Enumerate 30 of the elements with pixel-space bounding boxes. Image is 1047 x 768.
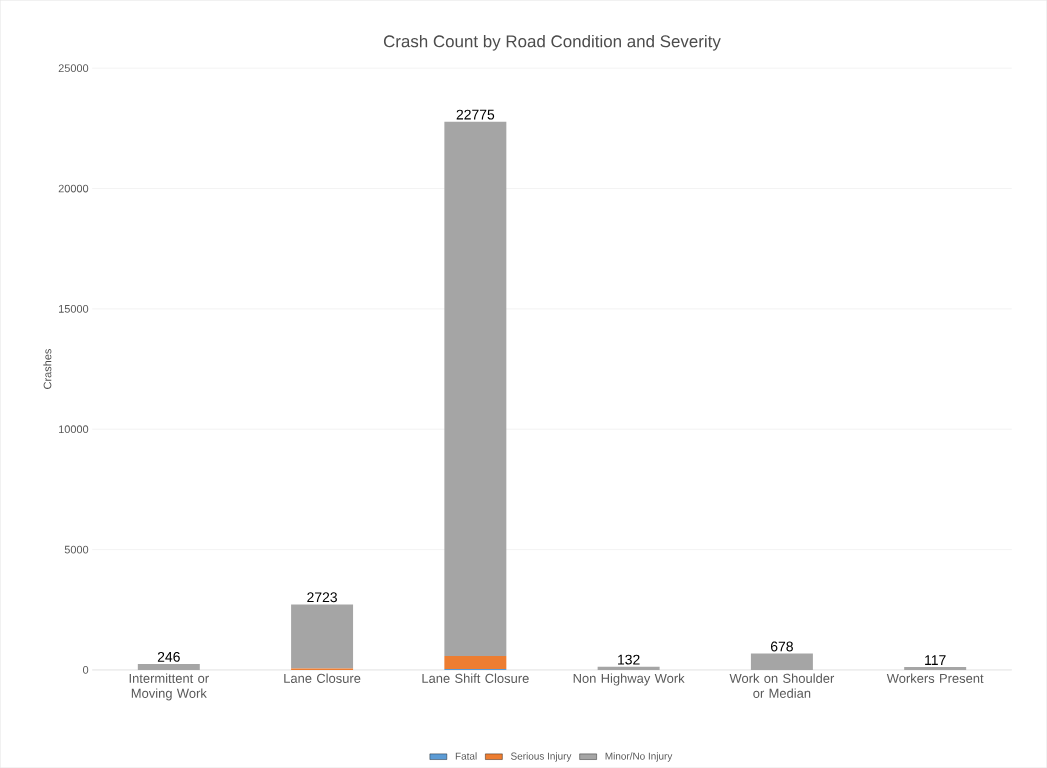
bar	[137, 663, 200, 670]
y-tick-label: 5000	[64, 545, 89, 554]
total-label: 22775	[456, 109, 495, 120]
y-axis-title: Crashes	[43, 349, 52, 389]
total-label: 117	[925, 655, 946, 665]
total-label: 678	[770, 641, 793, 652]
legend-label: Fatal	[455, 752, 477, 760]
x-tick-label: Lane Closure	[284, 673, 361, 683]
bar	[597, 666, 660, 670]
y-tick-label: 15000	[59, 304, 89, 313]
legend-label: Minor/No Injury	[605, 752, 673, 762]
bar	[444, 655, 507, 669]
total-label: 246	[157, 651, 180, 662]
total-label: 2723	[307, 592, 337, 603]
bar	[444, 121, 507, 656]
y-tick-label: 0	[82, 666, 89, 674]
chart-title: Crash Count by Road Condition and Severity	[383, 34, 721, 51]
y-tick-label: 10000	[59, 425, 89, 434]
x-tick-label: Intermittent or Moving Work	[129, 673, 209, 701]
bar	[291, 604, 354, 669]
total-label: 132	[618, 654, 640, 665]
y-tick-label: 25000	[58, 64, 89, 72]
x-tick-label: Workers Present	[886, 673, 984, 683]
bar	[750, 653, 813, 670]
x-tick-label: Lane Shift Closure	[422, 673, 529, 683]
x-tick-label: Work on Shoulder or Median	[729, 673, 835, 698]
x-tick-label: Non Highway Work	[573, 673, 685, 686]
legend-label: Serious Injury	[511, 752, 572, 762]
y-tick-label: 20000	[58, 184, 89, 193]
bar	[904, 667, 967, 670]
